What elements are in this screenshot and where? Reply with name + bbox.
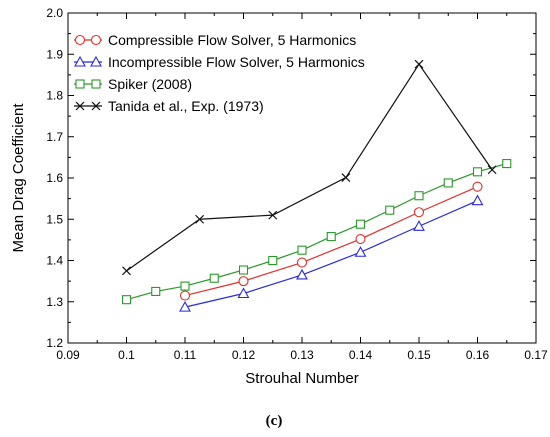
legend-marker — [91, 79, 101, 89]
data-point — [487, 165, 497, 175]
data-point — [413, 207, 425, 218]
data-point — [354, 246, 367, 257]
legend-marker — [90, 55, 102, 67]
x-axis-title: Strouhal Number — [245, 370, 358, 387]
data-point — [502, 159, 512, 169]
data-point — [238, 265, 249, 275]
y-tick-label: 1.7 — [46, 130, 63, 144]
legend-marker — [90, 34, 102, 46]
x-marker-stroke — [122, 266, 131, 276]
data-point — [238, 276, 249, 287]
data-point — [237, 287, 250, 299]
y-tick-label: 1.5 — [46, 212, 63, 226]
data-point — [209, 273, 219, 283]
y-tick-label: 1.4 — [46, 254, 63, 268]
data-point — [414, 191, 424, 201]
data-point — [179, 300, 191, 312]
series-line — [126, 63, 493, 272]
x-tick-label: 0.16 — [466, 348, 490, 362]
data-point — [472, 181, 483, 192]
data-point — [326, 232, 336, 242]
data-point — [268, 255, 278, 266]
x-tick-label: 0.13 — [290, 348, 314, 362]
x-marker-stroke — [414, 59, 424, 69]
data-point — [268, 210, 278, 220]
x-marker-stroke — [195, 214, 205, 224]
data-point — [355, 234, 366, 245]
legend-item: Tanida et al., Exp. (1973) — [74, 98, 264, 114]
y-tick-label: 1.9 — [46, 47, 63, 61]
data-point — [297, 245, 307, 255]
data-point — [355, 219, 366, 229]
data-point — [385, 205, 395, 215]
x-marker-stroke — [75, 101, 85, 111]
series-2 — [179, 194, 484, 312]
data-point — [472, 167, 483, 177]
y-tick-label: 1.2 — [46, 336, 63, 350]
data-point — [471, 194, 484, 206]
y-tick-label: 2.0 — [46, 6, 63, 20]
y-tick-label: 1.8 — [46, 89, 63, 103]
data-point — [180, 281, 190, 291]
figure-caption: (c) — [266, 413, 283, 429]
legend-item: Compressible Flow Solver, 5 Harmonics — [74, 32, 356, 48]
y-tick-label: 1.3 — [46, 295, 63, 309]
series-4 — [122, 59, 497, 276]
data-point — [414, 59, 424, 69]
legend-label: Spiker (2008) — [108, 76, 192, 92]
legend-label: Tanida et al., Exp. (1973) — [108, 98, 264, 114]
data-point — [195, 214, 205, 224]
data-point — [179, 290, 191, 301]
series-line — [184, 200, 478, 308]
y-tick-label: 1.6 — [46, 171, 63, 185]
data-point — [443, 178, 453, 188]
data-point — [122, 266, 131, 276]
legend-label: Incompressible Flow Solver, 5 Harmonics — [108, 54, 365, 70]
legend-marker — [75, 79, 85, 89]
series-3 — [121, 159, 512, 305]
series-1 — [179, 181, 483, 301]
legend: Compressible Flow Solver, 5 Harmonics Inc… — [74, 32, 365, 114]
legend-label: Compressible Flow Solver, 5 Harmonics — [108, 32, 356, 48]
x-tick-label: 0.09 — [56, 348, 80, 362]
data-point — [151, 286, 161, 296]
x-tick-label: 0.15 — [407, 348, 431, 362]
data-point — [296, 268, 308, 280]
data-point — [296, 257, 308, 268]
y-axis-title: Mean Drag Coefficient — [10, 103, 27, 253]
x-marker-stroke — [341, 173, 351, 183]
legend-item: Spiker (2008) — [74, 76, 192, 92]
axis-ticks — [67, 12, 537, 344]
data-point — [413, 220, 425, 231]
x-tick-label: 0.12 — [232, 348, 256, 362]
legend-item: Incompressible Flow Solver, 5 Harmonics — [74, 54, 365, 70]
series-line — [126, 162, 507, 301]
x-tick-label: 0.1 — [118, 348, 135, 362]
series-line — [184, 186, 478, 297]
x-marker-stroke — [487, 165, 497, 175]
x-marker-stroke — [91, 101, 101, 111]
x-tick-label: 0.14 — [349, 348, 373, 362]
legend-marker — [91, 101, 101, 111]
axis-tick-labels: 0.09 0.1 0.11 0.12 0.13 0.14 0.15 0.16 0.17 1.2 1.… — [46, 6, 548, 362]
legend-marker — [74, 34, 86, 46]
data-point — [121, 295, 132, 305]
x-tick-label: 0.11 — [174, 348, 197, 362]
x-tick-label: 0.17 — [524, 348, 548, 362]
x-marker-stroke — [268, 210, 278, 220]
series-layer — [121, 59, 512, 312]
legend-marker — [75, 101, 85, 111]
data-point — [341, 173, 351, 183]
legend-marker — [74, 55, 86, 67]
